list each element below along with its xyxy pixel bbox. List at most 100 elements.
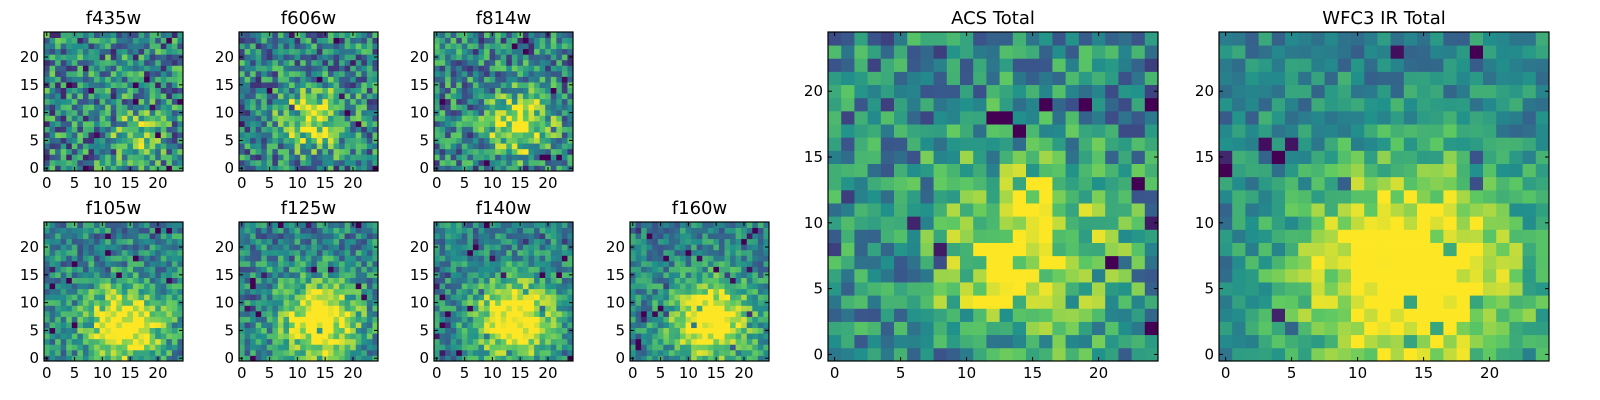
heatmap-cell <box>261 355 268 362</box>
heatmap-cell <box>478 277 485 284</box>
heatmap-cell <box>556 37 563 44</box>
heatmap-cell <box>434 98 440 105</box>
heatmap-cell <box>1144 216 1159 230</box>
heatmap-cell <box>305 109 312 116</box>
heatmap-cell <box>1144 176 1159 191</box>
heatmap-cell <box>867 321 882 336</box>
heatmap-cell <box>366 249 373 256</box>
heatmap-cell <box>484 82 490 88</box>
heatmap-cell <box>344 344 351 351</box>
heatmap-cell <box>127 310 134 317</box>
heatmap-cell <box>344 222 351 228</box>
heatmap-cell <box>920 229 934 243</box>
heatmap-cell <box>960 334 974 349</box>
heatmap-cell <box>467 344 474 351</box>
heatmap-cell <box>88 344 95 351</box>
heatmap-cell <box>149 165 156 172</box>
heatmap-cell <box>127 299 134 306</box>
heatmap-cell <box>713 249 720 256</box>
heatmap-cell <box>680 244 686 251</box>
heatmap-cell <box>567 338 574 345</box>
heatmap-cell <box>445 126 452 133</box>
heatmap-cell <box>116 87 123 94</box>
heatmap-cell <box>461 277 468 284</box>
heatmap-cell <box>88 238 95 245</box>
heatmap-cell <box>478 299 485 306</box>
heatmap-cell <box>177 115 184 122</box>
heatmap-cell <box>500 59 507 66</box>
heatmap-cell <box>372 120 379 127</box>
heatmap-cell <box>973 229 987 243</box>
heatmap-cell <box>239 126 245 133</box>
heatmap-cell <box>132 233 139 240</box>
heatmap-cell <box>105 322 112 329</box>
heatmap-cell <box>55 338 62 345</box>
heatmap-cell <box>456 338 463 345</box>
heatmap-cell <box>517 266 524 273</box>
heatmap-cell <box>127 338 134 345</box>
heatmap-cell <box>484 154 490 161</box>
heatmap-cell <box>500 137 507 144</box>
heatmap-cell <box>333 349 340 356</box>
heatmap-cell <box>657 260 664 267</box>
heatmap-cell <box>545 143 552 150</box>
heatmap-cell <box>763 305 770 312</box>
heatmap-cell <box>255 272 262 278</box>
heatmap-cell <box>127 120 134 127</box>
heatmap-cell <box>522 338 529 345</box>
heatmap-cell <box>561 227 568 234</box>
heatmap-cell <box>434 37 440 44</box>
heatmap-cell <box>60 244 67 251</box>
heatmap-cell <box>132 294 139 301</box>
heatmap-cell <box>674 222 681 228</box>
heatmap-cell <box>724 310 731 317</box>
heatmap-cell <box>60 327 67 334</box>
heatmap-cell <box>550 322 557 329</box>
heatmap-cell <box>71 59 78 66</box>
heatmap-cell <box>556 104 563 111</box>
heatmap-cell <box>77 93 84 100</box>
heatmap-cell <box>355 70 362 77</box>
heatmap-cell <box>250 227 257 234</box>
heatmap-cell <box>283 115 290 122</box>
heatmap-cell <box>434 65 440 72</box>
heatmap-cell <box>155 244 162 251</box>
heatmap-cell <box>691 349 698 356</box>
heatmap-cell <box>960 203 974 217</box>
heatmap-cell <box>680 283 686 290</box>
heatmap-cell <box>545 310 552 317</box>
heatmap-cell <box>1092 229 1106 243</box>
heatmap-cell <box>277 120 284 127</box>
heatmap-cell <box>730 322 737 329</box>
heatmap-cell <box>66 93 73 100</box>
heatmap-cell <box>266 104 273 111</box>
heatmap-cell <box>71 154 78 161</box>
heatmap-cell <box>1026 334 1040 349</box>
y-tick-label: 10 <box>20 104 39 122</box>
heatmap-cell <box>60 104 67 111</box>
heatmap-cell <box>528 87 535 94</box>
heatmap-cell <box>289 154 295 161</box>
heatmap-cell <box>277 37 284 44</box>
heatmap-cell <box>171 37 178 44</box>
heatmap-cell <box>724 233 731 240</box>
heatmap-cell <box>322 76 329 83</box>
heatmap-cell <box>1105 229 1119 243</box>
heatmap-cell <box>489 43 496 50</box>
x-tick-label: 0 <box>42 174 52 192</box>
heatmap-cell <box>171 277 178 284</box>
heatmap-cell <box>735 305 742 312</box>
heatmap-cell <box>155 305 162 312</box>
heatmap-cell <box>495 143 502 150</box>
heatmap-cell <box>567 316 574 323</box>
heatmap-cell <box>534 272 541 278</box>
heatmap-cell <box>1026 242 1040 257</box>
heatmap-cell <box>456 43 463 50</box>
heatmap-cell <box>528 132 535 139</box>
heatmap-cell <box>707 305 714 312</box>
heatmap-cell <box>88 355 95 362</box>
heatmap-cell <box>506 82 513 88</box>
heatmap-cell <box>49 244 56 251</box>
heatmap-cell <box>166 98 173 105</box>
heatmap-cell <box>77 126 84 133</box>
